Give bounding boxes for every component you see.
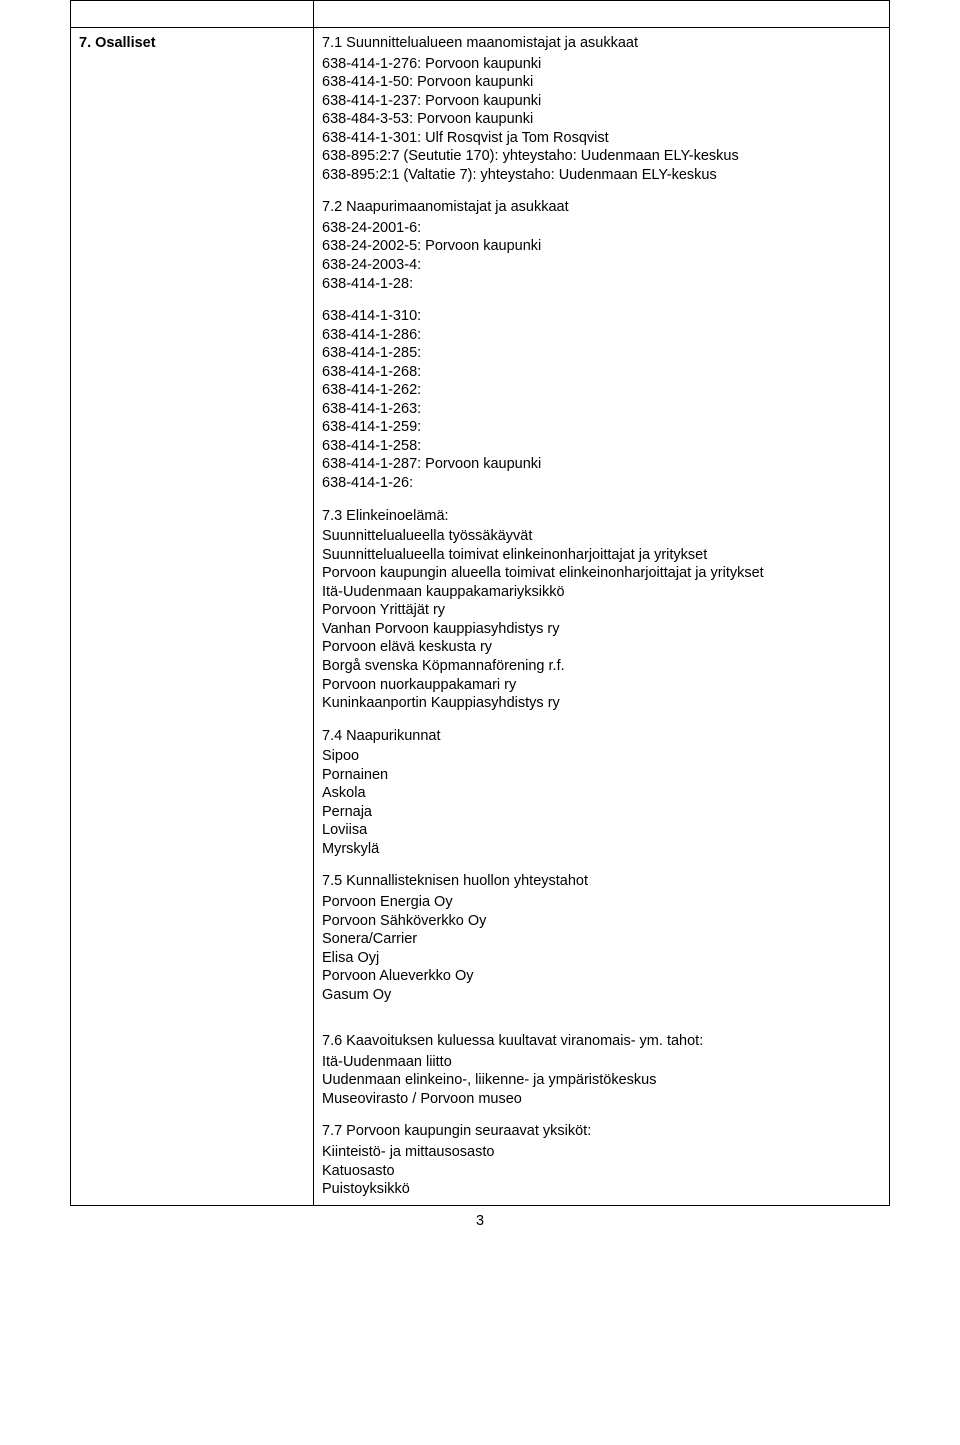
- empty-header-right: [314, 1, 890, 28]
- section-7-3-list: Suunnittelualueella työssäkäyvät Suunnit…: [322, 527, 881, 712]
- list-item: Gasum Oy: [322, 986, 881, 1005]
- list-item: Itä-Uudenmaan liitto: [322, 1053, 881, 1072]
- list-item: Vanhan Porvoon kauppiasyhdistys ry: [322, 620, 881, 639]
- list-item: 638-24-2002-5: Porvoon kaupunki: [322, 237, 881, 256]
- list-item: 638-895:2:7 (Seututie 170): yhteystaho: …: [322, 147, 881, 166]
- list-item: Porvoon Energia Oy: [322, 893, 881, 912]
- spacer: [322, 713, 881, 727]
- section-number-title: 7. Osalliset: [79, 34, 305, 53]
- list-item: Myrskylä: [322, 840, 881, 859]
- list-item: 638-414-1-258:: [322, 437, 881, 456]
- list-item: 638-414-1-50: Porvoon kaupunki: [322, 73, 881, 92]
- section-7-1-title: 7.1 Suunnittelualueen maanomistajat ja a…: [322, 34, 881, 53]
- list-item: Loviisa: [322, 821, 881, 840]
- list-item: 638-414-1-276: Porvoon kaupunki: [322, 55, 881, 74]
- list-item: 638-414-1-286:: [322, 326, 881, 345]
- left-heading-cell: 7. Osalliset: [71, 28, 314, 1206]
- list-item: 638-895:2:1 (Valtatie 7): yhteystaho: Uu…: [322, 166, 881, 185]
- spacer: [322, 293, 881, 307]
- empty-header-left: [71, 1, 314, 28]
- list-item: Museovirasto / Porvoon museo: [322, 1090, 881, 1109]
- list-item: Askola: [322, 784, 881, 803]
- list-item: 638-414-1-259:: [322, 418, 881, 437]
- list-item: 638-414-1-263:: [322, 400, 881, 419]
- section-7-4-list: Sipoo Pornainen Askola Pernaja Loviisa M…: [322, 747, 881, 858]
- section-7-2-list-a: 638-24-2001-6: 638-24-2002-5: Porvoon ka…: [322, 219, 881, 293]
- document-page: 7. Osalliset 7.1 Suunnittelualueen maano…: [0, 0, 960, 1445]
- list-item: Kuninkaanportin Kauppiasyhdistys ry: [322, 694, 881, 713]
- list-item: 638-414-1-301: Ulf Rosqvist ja Tom Rosqv…: [322, 129, 881, 148]
- spacer: [322, 184, 881, 198]
- spacer: [322, 1108, 881, 1122]
- content-row: 7. Osalliset 7.1 Suunnittelualueen maano…: [71, 28, 890, 1206]
- content-table: 7. Osalliset 7.1 Suunnittelualueen maano…: [70, 0, 890, 1206]
- section-7-5-title: 7.5 Kunnallisteknisen huollon yhteystaho…: [322, 872, 881, 891]
- section-7-7-title: 7.7 Porvoon kaupungin seuraavat yksiköt:: [322, 1122, 881, 1141]
- spacer: [322, 1018, 881, 1032]
- list-item: Kiinteistö- ja mittausosasto: [322, 1143, 881, 1162]
- list-item: Porvoon kaupungin alueella toimivat elin…: [322, 564, 881, 583]
- list-item: Itä-Uudenmaan kauppakamariyksikkö: [322, 583, 881, 602]
- list-item: Suunnittelualueella toimivat elinkeinonh…: [322, 546, 881, 565]
- list-item: Borgå svenska Köpmannaförening r.f.: [322, 657, 881, 676]
- section-7-1-list: 638-414-1-276: Porvoon kaupunki 638-414-…: [322, 55, 881, 185]
- list-item: Elisa Oyj: [322, 949, 881, 968]
- page-number: 3: [70, 1212, 890, 1231]
- list-item: 638-484-3-53: Porvoon kaupunki: [322, 110, 881, 129]
- section-7-2-list-b: 638-414-1-310: 638-414-1-286: 638-414-1-…: [322, 307, 881, 492]
- list-item: 638-414-1-268:: [322, 363, 881, 382]
- spacer: [322, 1004, 881, 1018]
- list-item: 638-414-1-310:: [322, 307, 881, 326]
- list-item: 638-414-1-287: Porvoon kaupunki: [322, 455, 881, 474]
- list-item: 638-414-1-285:: [322, 344, 881, 363]
- list-item: Uudenmaan elinkeino-, liikenne- ja ympär…: [322, 1071, 881, 1090]
- list-item: Porvoon Alueverkko Oy: [322, 967, 881, 986]
- list-item: Porvoon nuorkauppakamari ry: [322, 676, 881, 695]
- list-item: Puistoyksikkö: [322, 1180, 881, 1199]
- list-item: Porvoon Sähköverkko Oy: [322, 912, 881, 931]
- section-7-5-list: Porvoon Energia Oy Porvoon Sähköverkko O…: [322, 893, 881, 1004]
- list-item: Sonera/Carrier: [322, 930, 881, 949]
- right-content-cell: 7.1 Suunnittelualueen maanomistajat ja a…: [314, 28, 890, 1206]
- section-7-3-title: 7.3 Elinkeinoelämä:: [322, 507, 881, 526]
- section-7-2-title: 7.2 Naapurimaanomistajat ja asukkaat: [322, 198, 881, 217]
- list-item: Porvoon Yrittäjät ry: [322, 601, 881, 620]
- section-7-7-list: Kiinteistö- ja mittausosasto Katuosasto …: [322, 1143, 881, 1199]
- list-item: Pornainen: [322, 766, 881, 785]
- section-7-4-title: 7.4 Naapurikunnat: [322, 727, 881, 746]
- list-item: 638-414-1-28:: [322, 275, 881, 294]
- list-item: 638-414-1-26:: [322, 474, 881, 493]
- section-7-6-list: Itä-Uudenmaan liitto Uudenmaan elinkeino…: [322, 1053, 881, 1109]
- empty-header-row: [71, 1, 890, 28]
- list-item: Sipoo: [322, 747, 881, 766]
- list-item: Pernaja: [322, 803, 881, 822]
- list-item: 638-414-1-237: Porvoon kaupunki: [322, 92, 881, 111]
- list-item: 638-414-1-262:: [322, 381, 881, 400]
- list-item: 638-24-2003-4:: [322, 256, 881, 275]
- list-item: Katuosasto: [322, 1162, 881, 1181]
- spacer: [322, 858, 881, 872]
- list-item: Suunnittelualueella työssäkäyvät: [322, 527, 881, 546]
- list-item: Porvoon elävä keskusta ry: [322, 638, 881, 657]
- list-item: 638-24-2001-6:: [322, 219, 881, 238]
- section-7-6-title: 7.6 Kaavoituksen kuluessa kuultavat vira…: [322, 1032, 881, 1051]
- spacer: [322, 493, 881, 507]
